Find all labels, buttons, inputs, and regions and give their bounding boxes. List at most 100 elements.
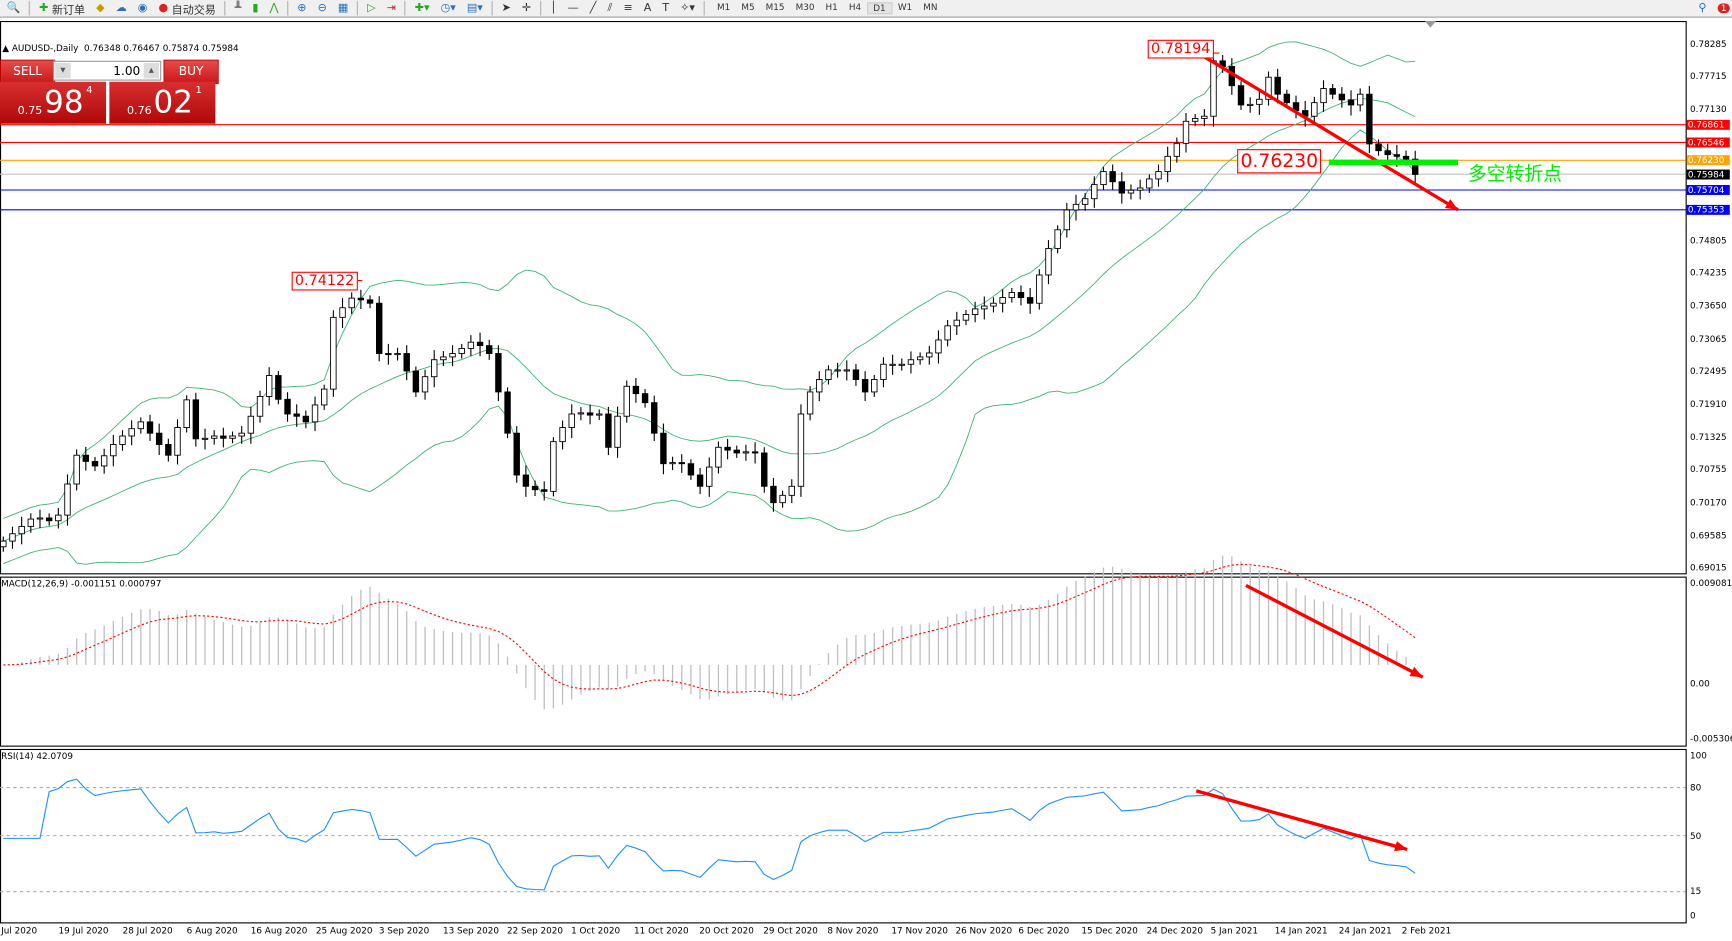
bull-candle — [816, 379, 823, 393]
price-axis-label: 0.74235 — [1690, 268, 1727, 278]
timeframe-m30[interactable]: M30 — [795, 2, 815, 13]
date-axis-label: 29 Oct 2020 — [763, 925, 818, 936]
bar-chart-icon[interactable]: ╨ — [234, 2, 242, 15]
signals-icon[interactable]: ☁ — [115, 2, 127, 15]
bull-candle — [577, 412, 585, 415]
timeframe-m15[interactable]: M15 — [765, 2, 785, 13]
level-price-tag[interactable]: 0.76230 — [1686, 155, 1730, 166]
gold-icon[interactable]: ◆ — [96, 2, 105, 15]
bull-candle — [825, 369, 832, 380]
templates-icon[interactable]: ▤▾ — [466, 2, 483, 15]
bull-candle — [550, 441, 557, 492]
timeframe-h1[interactable]: H1 — [825, 2, 838, 13]
bull-candle — [1072, 203, 1080, 211]
candle-chart-icon[interactable]: ▮ — [252, 2, 259, 15]
cursor-icon[interactable]: ➤ — [501, 2, 511, 15]
bull-candle — [467, 341, 475, 349]
bull-candle — [265, 375, 273, 397]
sell-price-prefix: 0.75 — [17, 104, 43, 118]
indicators-icon[interactable]: ✚▾ — [414, 2, 430, 15]
pivot-text[interactable]: 多空转折点 — [1468, 163, 1562, 186]
macd-signal-line — [3, 563, 1416, 697]
notifications-button[interactable]: 1 — [1715, 1, 1732, 16]
auto-trading-button[interactable]: ● 自动交易 — [156, 1, 218, 16]
new-order-button[interactable]: ✚ 新订单 — [37, 1, 87, 16]
zoom-out-icon[interactable]: ⊖ — [317, 2, 327, 15]
bear-candle — [1017, 292, 1025, 299]
zoom-icon[interactable]: 🔍 — [6, 2, 21, 15]
bull-candle — [137, 421, 145, 430]
sell-price[interactable]: 0.75 98 4 — [0, 81, 107, 124]
high-price-label[interactable]: 0.78194 — [1147, 39, 1214, 59]
level-price-tag[interactable]: 0.75353 — [1686, 204, 1730, 215]
bull-candle — [1311, 102, 1318, 117]
tile-windows-icon[interactable]: ▦ — [337, 2, 349, 15]
autoscroll-icon[interactable]: ▷ — [367, 2, 376, 15]
bull-candle — [128, 428, 135, 437]
timeframe-mn[interactable]: MN — [923, 2, 938, 13]
level-price-tag[interactable]: 0.75984 — [1686, 169, 1730, 180]
bear-candle — [522, 474, 530, 487]
level-price-tag[interactable]: 0.76546 — [1686, 137, 1730, 148]
level-price-tag[interactable]: 0.75704 — [1686, 185, 1730, 195]
crosshair-icon[interactable]: ✛ — [521, 2, 532, 15]
price-axis-label: 0.70170 — [1690, 497, 1727, 508]
rsi-line — [3, 778, 1416, 891]
pivot-price-label[interactable]: 0.76230 — [1237, 149, 1322, 174]
arrows-icon[interactable]: ✧▾ — [680, 2, 695, 15]
buy-button[interactable]: BUY — [163, 59, 219, 84]
bull-candle — [421, 376, 429, 393]
text-icon[interactable]: A — [643, 2, 652, 15]
timeframe-w1[interactable]: W1 — [897, 2, 913, 13]
volume-input[interactable] — [71, 62, 141, 79]
notification-badge: 1 — [1717, 3, 1730, 14]
buy-price[interactable]: 0.76 02 1 — [109, 81, 216, 124]
timeframe-h4[interactable]: H4 — [848, 2, 862, 13]
bear-candle — [1402, 155, 1410, 160]
line-chart-icon[interactable]: ⋀ — [269, 2, 279, 15]
periods-icon[interactable]: ◷▾ — [440, 2, 456, 15]
bear-candle — [852, 369, 860, 380]
bear-candle — [366, 299, 374, 304]
volume-up-button[interactable]: ▲ — [143, 62, 160, 79]
equidistant-channel-icon[interactable]: ⫽ — [607, 2, 613, 15]
timeframe-m5[interactable]: M5 — [741, 2, 755, 13]
bull-candle — [238, 432, 245, 437]
bear-candle — [1411, 158, 1419, 175]
chart-window[interactable]: ▲ AUDUSD-,Daily 0.76348 0.76467 0.75874 … — [0, 19, 1732, 941]
bear-candle — [1329, 88, 1336, 95]
volume-down-button[interactable]: ▼ — [55, 62, 71, 79]
horizontal-line-icon[interactable]: — — [567, 2, 579, 15]
text-label-icon[interactable]: T — [662, 2, 670, 15]
sell-button[interactable]: SELL — [0, 59, 56, 84]
fibonacci-icon[interactable]: ≡ — [623, 2, 633, 15]
rsi-label: RSI(14) 42.0709 — [1, 751, 73, 762]
vertical-line-icon[interactable]: │ — [549, 2, 557, 15]
macd-panel-frame — [0, 576, 1687, 747]
radio-icon[interactable]: ◉ — [137, 2, 148, 15]
timeframe-m1[interactable]: M1 — [717, 2, 731, 13]
bear-candle — [1347, 99, 1355, 106]
level-price-tag[interactable]: 0.76861 — [1686, 119, 1730, 130]
price-axis-label: 0.71325 — [1690, 432, 1727, 443]
timeframe-d1[interactable]: D1 — [866, 2, 893, 15]
swing-high-label[interactable]: 0.74122 — [291, 271, 358, 291]
bull-candle — [449, 353, 456, 358]
zoom-in-icon[interactable]: ⊕ — [297, 2, 307, 15]
bear-candle — [504, 391, 511, 434]
bull-candle — [715, 446, 722, 468]
bull-candle — [339, 307, 346, 318]
bull-candle — [1100, 171, 1107, 186]
search-icon[interactable]: ⚲ — [1698, 2, 1707, 15]
bear-candle — [861, 379, 869, 393]
trendline-icon[interactable]: ╱ — [589, 2, 597, 15]
bull-candle — [614, 415, 621, 448]
bull-candle — [1246, 103, 1254, 106]
bear-candle — [192, 399, 200, 440]
bull-candle — [348, 297, 355, 309]
bull-candle — [1191, 118, 1199, 122]
chart-shift-icon[interactable]: ⇥ — [386, 2, 396, 15]
chart-canvas[interactable] — [0, 19, 1732, 941]
bull-candle — [834, 369, 841, 372]
main-trend-arrow-head — [1444, 199, 1459, 210]
